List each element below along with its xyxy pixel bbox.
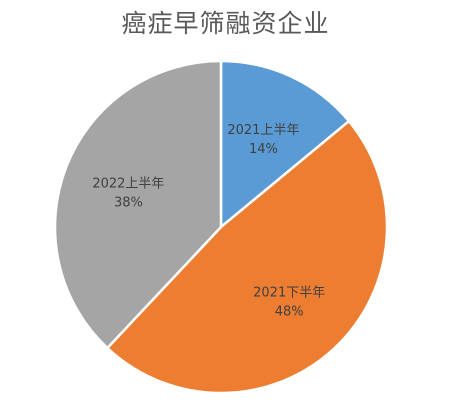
chart-title: 癌症早筛融资企业 xyxy=(121,9,330,38)
slice-name-label: 2021下半年 xyxy=(253,286,325,301)
pie-slice-2 xyxy=(106,119,389,395)
pie-slice-3 xyxy=(53,59,223,350)
slice-name-label: 2022上半年 xyxy=(92,176,164,191)
slice-name-label: 2021上半年 xyxy=(227,123,299,138)
slice-percent-label: 14% xyxy=(249,142,278,157)
pie-slice-1 xyxy=(219,59,351,229)
slice-percent-label: 48% xyxy=(275,305,304,320)
slice-percent-label: 38% xyxy=(114,195,143,210)
